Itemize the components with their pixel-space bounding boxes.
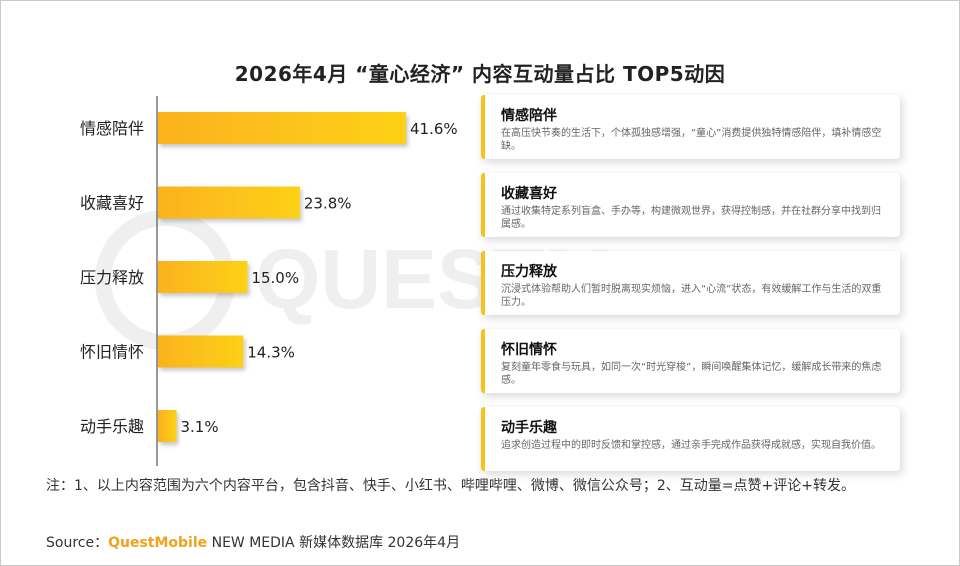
bar-4 <box>158 410 177 442</box>
category-label-4: 动手乐趣 <box>80 417 144 436</box>
card-accent-stripe <box>481 95 485 159</box>
source-rest: NEW MEDIA 新媒体数据库 2026年4月 <box>207 535 461 551</box>
card-accent-stripe <box>481 329 485 393</box>
card-title: 压力释放 <box>501 264 557 280</box>
card-accent-stripe <box>481 407 485 471</box>
category-label-0: 情感陪伴 <box>80 119 144 138</box>
source-line: Source：QuestMobile NEW MEDIA 新媒体数据库 2026… <box>46 532 460 552</box>
bar-3 <box>158 335 244 368</box>
reason-card-2: 压力释放沉浸式体验帮助人们暂时脱离现实烦恼，进入“心流”状态，有效缓解工作与生活… <box>481 251 900 315</box>
reason-card-4: 动手乐趣追求创造过程中的即时反馈和掌控感，通过亲手完成作品获得成就感，实现自我价… <box>481 407 900 471</box>
source-label: Source： <box>46 535 109 551</box>
footnote: 注：1、以上内容范围为六个内容平台，包含抖音、快手、小红书、哔哩哔哩、微博、微信… <box>46 478 856 494</box>
category-label-1: 收藏喜好 <box>80 194 144 213</box>
value-label-4: 3.1% <box>180 418 218 436</box>
card-description: 复刻童年零食与玩具，如同一次“时光穿梭”，瞬间唤醒集体记忆，缓解成长带来的焦虑感… <box>501 362 882 386</box>
value-label-2: 15.0% <box>251 269 299 287</box>
reason-card-1: 收藏喜好通过收集特定系列盲盒、手办等，构建微观世界，获得控制感，并在社群分享中找… <box>481 173 900 237</box>
value-label-3: 14.3% <box>247 344 295 362</box>
value-label-0: 41.6% <box>410 120 458 138</box>
category-label-3: 怀旧情怀 <box>80 343 144 362</box>
reason-card-0: 情感陪伴在高压快节奏的生活下，个体孤独感增强，“童心”消费提供独特情感陪伴，填补… <box>481 95 900 159</box>
card-title: 动手乐趣 <box>501 420 557 436</box>
chart-title: 2026年4月 “童心经济” 内容互动量占比 TOP5动因 <box>234 62 726 86</box>
source-brand: QuestMobile <box>108 535 208 551</box>
card-description: 追求创造过程中的即时反馈和掌控感，通过亲手完成作品获得成就感，实现自我价值。 <box>501 440 881 451</box>
bar-2 <box>158 261 248 293</box>
value-label-1: 23.8% <box>304 195 352 213</box>
card-accent-stripe <box>481 173 485 237</box>
card-accent-stripe <box>481 251 485 315</box>
bar-chart: 情感陪伴 41.6% 收藏喜好 23.8% 压力释放 15.0% 怀旧情怀 14.3% 动手乐趣… <box>80 96 458 466</box>
card-description: 通过收集特定系列盲盒、手办等，构建微观世界，获得控制感，并在社群分享中找到归属感… <box>501 206 881 230</box>
card-description: 沉浸式体验帮助人们暂时脱离现实烦恼，进入“心流”状态，有效缓解工作与生活的双重压… <box>501 284 882 308</box>
category-label-2: 压力释放 <box>80 268 144 287</box>
card-title: 怀旧情怀 <box>501 342 557 358</box>
card-title: 收藏喜好 <box>501 186 557 202</box>
card-description: 在高压快节奏的生活下，个体孤独感增强，“童心”消费提供独特情感陪伴，填补情感空缺… <box>501 128 882 152</box>
bar-1 <box>158 186 300 219</box>
bar-0 <box>158 112 406 144</box>
reason-card-3: 怀旧情怀复刻童年零食与玩具，如同一次“时光穿梭”，瞬间唤醒集体记忆，缓解成长带来… <box>481 329 900 393</box>
card-title: 情感陪伴 <box>501 108 557 124</box>
